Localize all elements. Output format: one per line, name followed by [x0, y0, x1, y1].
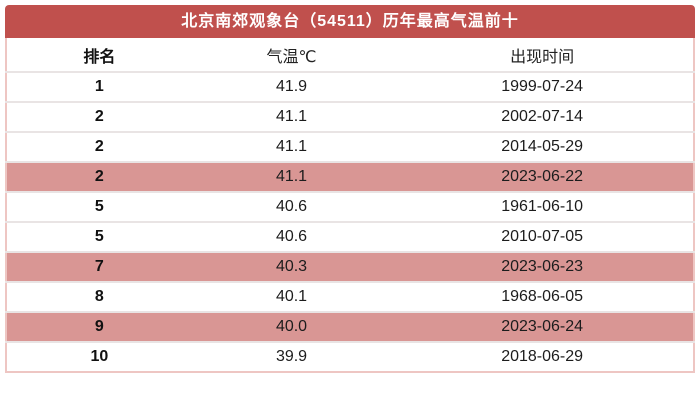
table-row: 2 41.1 2023-06-22 — [6, 161, 694, 192]
temperature-cell: 41.1 — [191, 131, 392, 162]
rank-cell: 2 — [6, 131, 192, 162]
temperature-cell: 41.9 — [275, 78, 308, 95]
table-row: 1 41.9 1999-07-24 — [6, 72, 694, 102]
temperature-cell: 40.6 — [191, 221, 392, 252]
rank-cell: 2 — [6, 101, 192, 132]
date-cell: 1999-07-24 — [501, 78, 584, 95]
rank-cell: 8 — [6, 281, 192, 312]
date-cell: 2023-06-22 — [391, 161, 694, 192]
table-row: 8 40.1 1968-06-05 — [6, 281, 694, 312]
date-cell: 2010-07-05 — [391, 221, 694, 252]
date-cell: 2023-06-23 — [391, 251, 694, 282]
column-header-rank: 排名 — [6, 38, 192, 73]
rank-cell: 1 — [94, 78, 104, 95]
rank-cell: 2 — [6, 161, 192, 192]
rank-cell: 5 — [6, 221, 192, 252]
temperature-cell: 41.1 — [191, 161, 392, 192]
table-title: 北京南郊观象台（54511）历年最高气温前十 — [5, 5, 695, 38]
table-row: 2 41.1 2002-07-14 — [6, 101, 694, 132]
rank-cell: 10 — [6, 341, 192, 372]
temperature-cell: 41.1 — [191, 101, 392, 132]
table-row: 10 39.9 2018-06-29 — [6, 341, 694, 372]
date-cell: 2018-06-29 — [391, 341, 694, 372]
date-cell: 2014-05-29 — [391, 131, 694, 162]
temperature-cell: 39.9 — [191, 341, 392, 372]
table-row: 5 40.6 1961-06-10 — [6, 191, 694, 222]
rank-cell: 9 — [6, 311, 192, 342]
table-row: 5 40.6 2010-07-05 — [6, 221, 694, 252]
temperature-cell: 40.3 — [191, 251, 392, 282]
header-row: 排名 气温℃ 出现时间 — [6, 38, 694, 73]
temperature-cell: 40.1 — [191, 281, 392, 312]
date-cell: 2002-07-14 — [391, 101, 694, 132]
table-row: 9 40.0 2023-06-24 — [6, 311, 694, 342]
data-table: 排名 气温℃ 出现时间 1 41.9 1999-07-24 2 41.1 200… — [5, 38, 695, 373]
date-cell: 1968-06-05 — [391, 281, 694, 312]
rank-cell: 5 — [6, 191, 192, 222]
table-row: 2 41.1 2014-05-29 — [6, 131, 694, 162]
column-header-date: 出现时间 — [391, 38, 694, 73]
record-temperature-table: 北京南郊观象台（54511）历年最高气温前十 排名 气温℃ 出现时间 1 41.… — [5, 5, 695, 373]
date-cell: 1961-06-10 — [391, 191, 694, 222]
table-body: 1 41.9 1999-07-24 2 41.1 2002-07-14 2 41… — [6, 72, 694, 372]
temperature-cell: 40.6 — [191, 191, 392, 222]
date-cell: 2023-06-24 — [391, 311, 694, 342]
rank-cell: 7 — [6, 251, 192, 282]
temperature-cell: 40.0 — [191, 311, 392, 342]
table-row: 7 40.3 2023-06-23 — [6, 251, 694, 282]
column-header-temperature: 气温℃ — [191, 38, 392, 73]
